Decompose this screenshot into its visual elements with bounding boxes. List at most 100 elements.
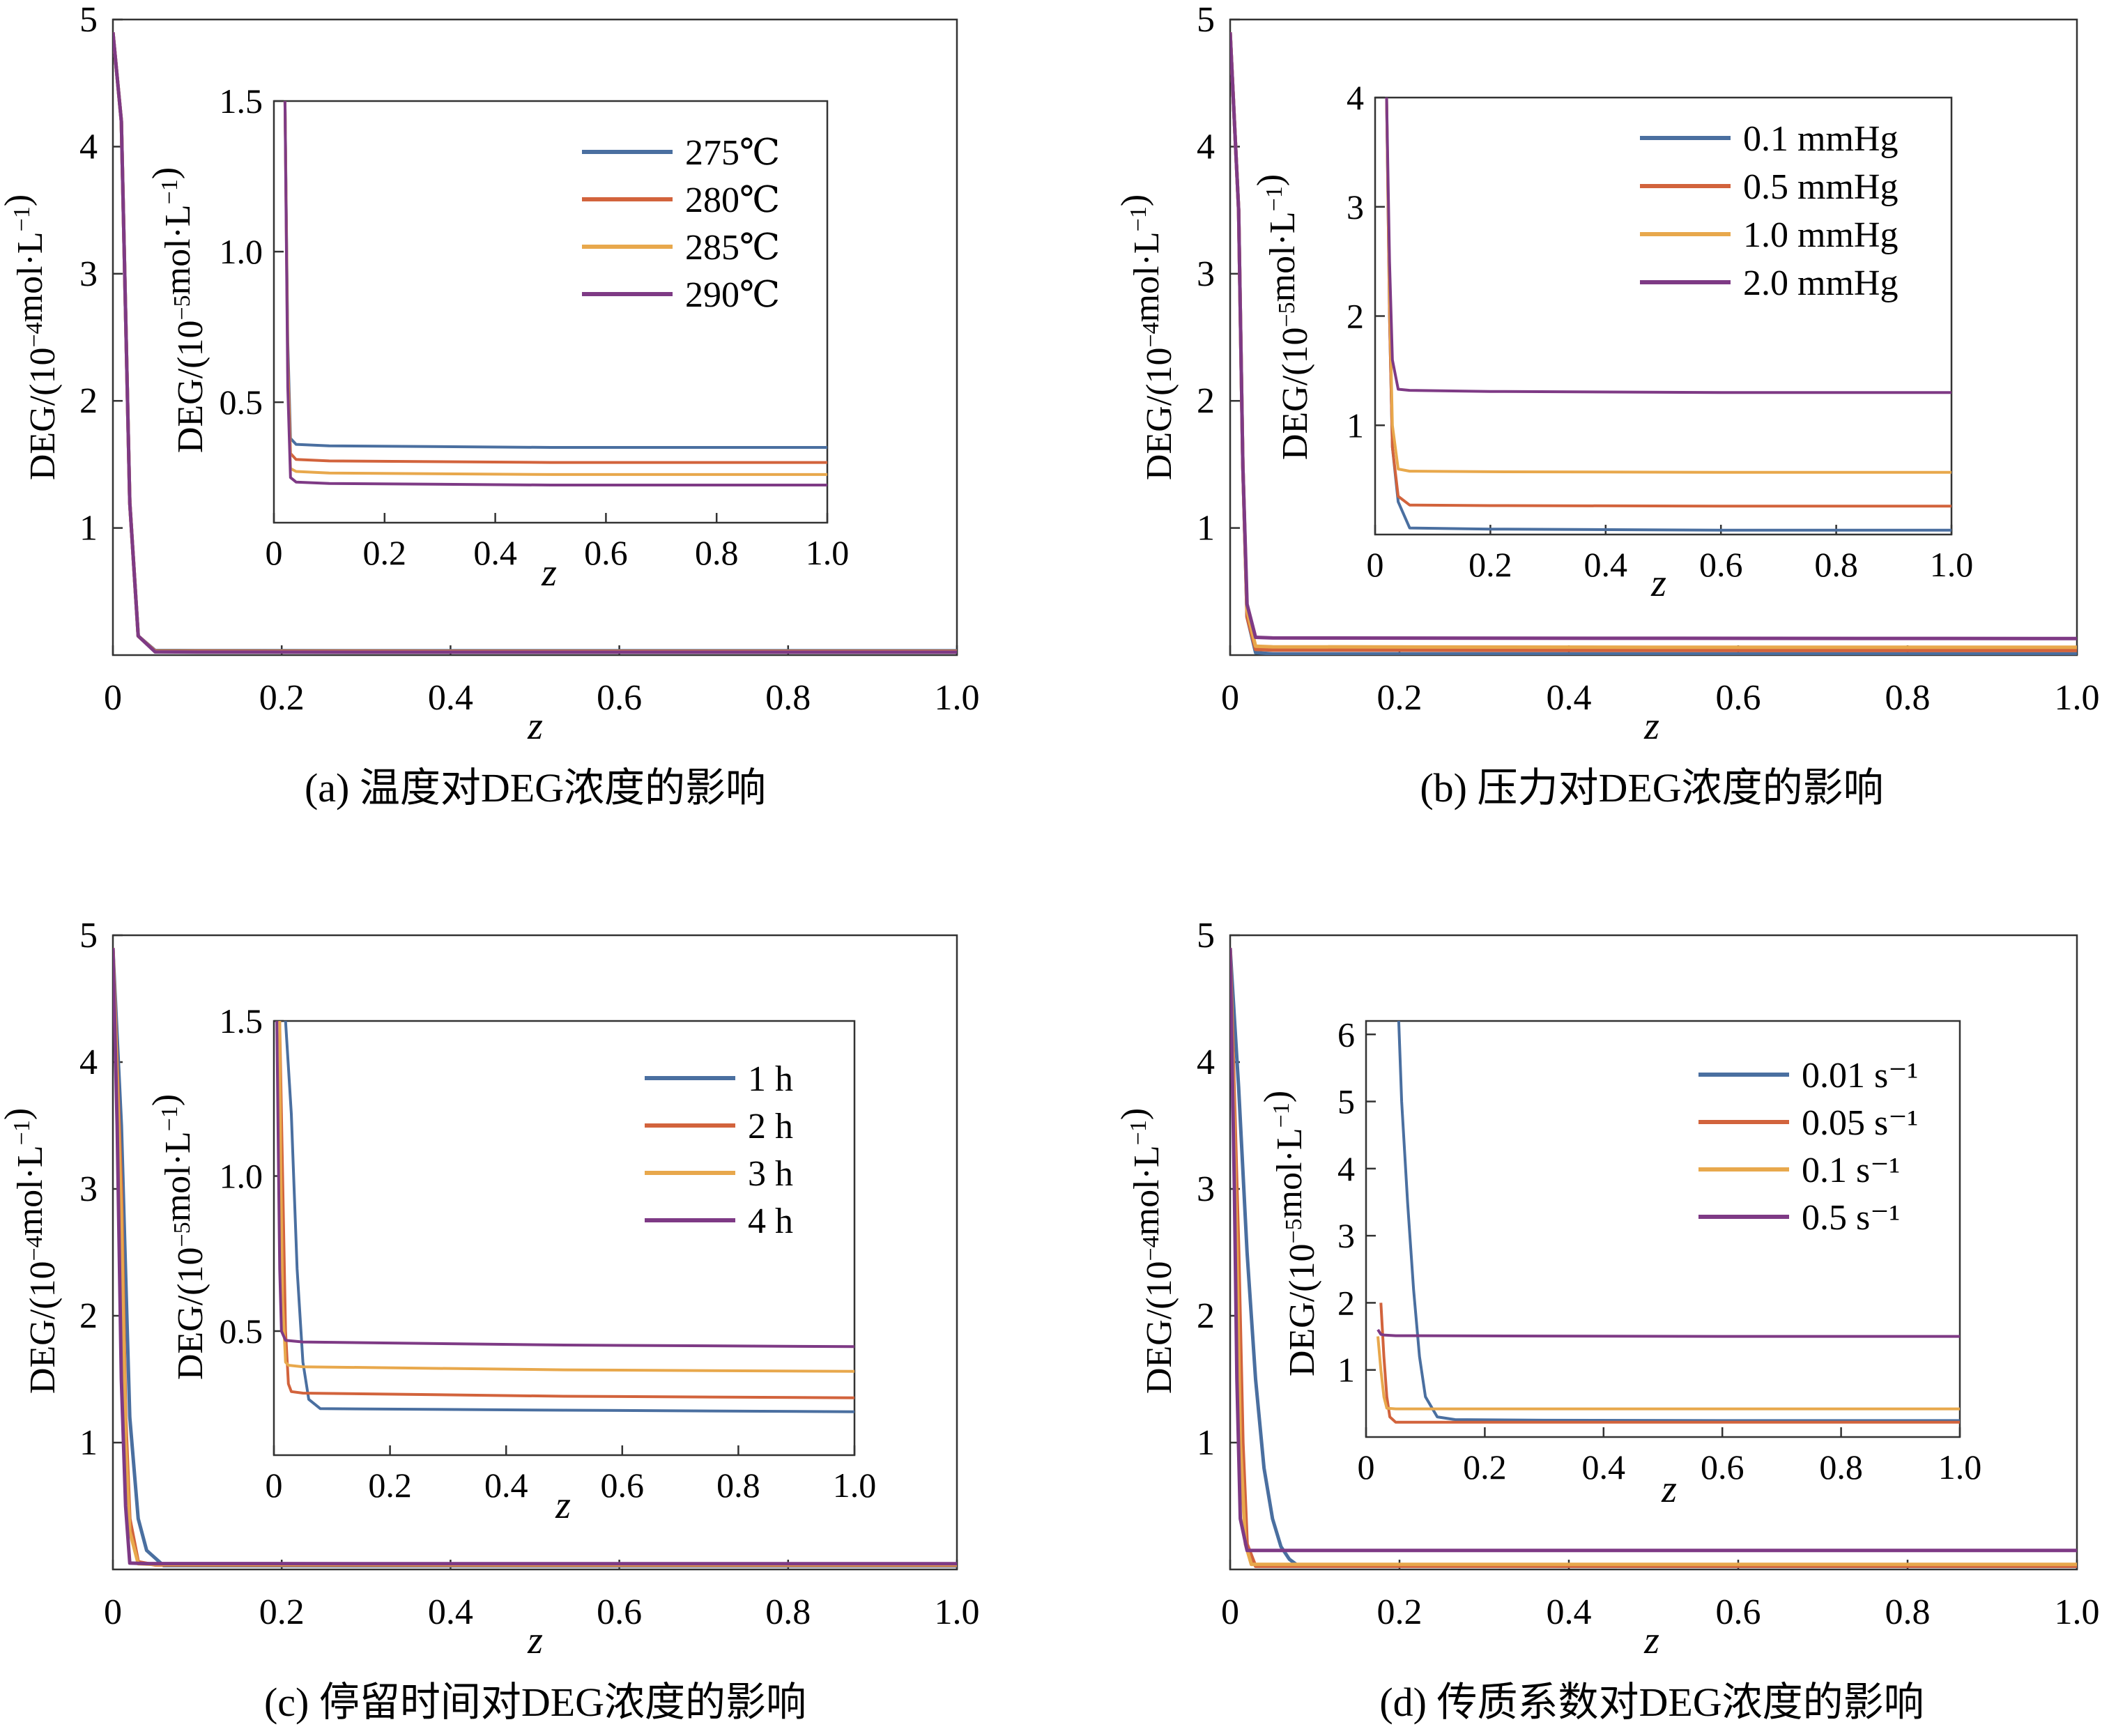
main-ylabel-2: DEG/(10−4mol·L−1) [0,1108,63,1394]
main-1-xtick-label: 0.2 [1377,678,1422,718]
inset-3-xtick-label: 1.0 [1938,1447,1982,1487]
inset-3-series-line-0 [1397,1021,1960,1422]
inset-3-frame [1365,1020,1961,1438]
inset-2-xtick-label: 0.8 [716,1466,760,1505]
legend-2: 1 h 2 h 3 h 4 h [645,1059,793,1241]
inset-0-xtick-label: 0.8 [695,533,739,572]
legend-3: 0.01 s⁻¹ 0.05 s⁻¹ 0.1 s⁻¹ 0.5 s⁻¹ [1698,1056,1918,1238]
inset-3-xtick-label: 0.4 [1582,1447,1626,1487]
inset-3-xtick-label: 0.8 [1819,1447,1863,1487]
inset-2-series-line-1 [278,1021,854,1399]
main-0-xtick-label: 0.2 [259,678,305,718]
legend-entry-0: 1 h [748,1059,793,1099]
inset-2-series-line-3 [275,1021,854,1349]
chart-panel-2: 0 0.2 0.4 0.6 0.8 1.012345DEG/(10−4mol·L−1)z0… [0,916,980,1725]
panel-caption-0: (a) 温度对DEG浓度的影响 [305,765,766,811]
inset-xlabel-2: z [555,1484,571,1527]
main-2-xtick-label: 0.4 [428,1592,473,1632]
inset-0-xtick-label: 0.4 [473,533,517,572]
legend-entry-1: 280℃ [685,180,780,220]
inset-2-xtick-label: 1.0 [833,1466,877,1505]
main-0-ytick-label: 1 [79,509,98,548]
main-0-xtick-label: 1.0 [935,678,980,718]
inset-ylabel-0: DEG/(10−5mol·L−1) [146,167,210,453]
main-2-xtick-label: 0.6 [597,1592,642,1632]
main-0-ytick-label: 4 [79,127,98,167]
main-2-ytick-label: 5 [79,916,98,955]
legend-entry-2: 3 h [748,1154,793,1194]
main-1-xtick-label: 0.4 [1547,678,1592,718]
inset-3-xtick-label: 0 [1358,1447,1375,1487]
inset-0-ytick-label: 0.5 [220,383,263,422]
inset-3-ytick-label: 3 [1337,1216,1355,1255]
main-ylabel-0: DEG/(10−4mol·L−1) [0,194,63,480]
main-ylabel-1: DEG/(10−4mol·L−1) [1114,194,1179,480]
inset-2-ytick-label: 0.5 [220,1312,263,1351]
main-1-xtick-label: 1.0 [2055,678,2100,718]
inset-ylabel-2: DEG/(10−5mol·L−1) [146,1094,210,1380]
inset-1-frame [1374,96,1953,536]
legend-entry-3: 290℃ [685,275,780,315]
inset-3-ytick-label: 6 [1337,1015,1355,1054]
inset-3-ytick-label: 4 [1337,1149,1355,1188]
main-0-xtick-label: 0.8 [765,678,811,718]
legend-entry-2: 1.0 mmHg [1743,215,1898,255]
main-xlabel-1: z [1643,705,1659,748]
legend-entry-0: 275℃ [685,133,780,173]
inset-1-ytick-label: 2 [1347,297,1364,336]
main-3-xtick-label: 0 [1221,1592,1239,1632]
inset-0-ytick-label: 1.5 [220,82,263,121]
legend-entry-1: 0.5 mmHg [1743,167,1898,207]
inset-0-series-line-3 [283,101,827,486]
inset-1-xtick-label: 1.0 [1930,545,1974,584]
legend-entry-3: 0.5 s⁻¹ [1802,1198,1900,1238]
inset-0-xtick-label: 1.0 [806,533,850,572]
main-3-xtick-label: 0.6 [1716,1592,1761,1632]
inset-0-xtick-label: 0.2 [363,533,407,572]
main-3-xtick-label: 0.8 [1885,1592,1931,1632]
legend-1: 0.1 mmHg 0.5 mmHg 1.0 mmHg 2.0 mmHg [1640,119,1898,303]
inset-0-frame [273,100,829,524]
inset-3-series-line-3 [1376,1328,1960,1338]
main-0-xtick-label: 0.4 [428,678,473,718]
main-3-ytick-label: 5 [1197,916,1215,955]
main-2-xtick-label: 1.0 [935,1592,980,1632]
main-3-ytick-label: 4 [1197,1043,1215,1082]
main-2-ytick-label: 2 [79,1296,98,1336]
main-2-xtick-label: 0 [104,1592,122,1632]
legend-entry-3: 2.0 mmHg [1743,263,1898,303]
inset-0-ytick-label: 1.0 [220,232,263,271]
main-1-xtick-label: 0.8 [1885,678,1931,718]
main-2-ytick-label: 4 [79,1043,98,1082]
inset-3-xtick-label: 0.6 [1701,1447,1744,1487]
main-3-ytick-label: 1 [1197,1423,1215,1463]
main-xlabel-0: z [527,705,543,748]
main-0-xtick-label: 0.6 [597,678,642,718]
inset-1-xtick-label: 0.4 [1584,545,1628,584]
inset-2-ytick-label: 1.0 [220,1157,263,1196]
inset-xlabel-1: z [1650,562,1666,605]
inset-3-ytick-label: 2 [1337,1283,1355,1322]
chart-panel-0: 0 0.2 0.4 0.6 0.8 1.012345DEG/(10−4mol·L−1)z0… [0,0,980,811]
legend-entry-2: 285℃ [685,228,780,268]
main-3-series-line-3 [1230,948,2077,1553]
main-0-ytick-label: 5 [79,0,98,40]
main-1-ytick-label: 3 [1197,254,1215,294]
legend-0: 275℃ 280℃ 285℃ 290℃ [582,133,780,315]
main-3-xtick-label: 1.0 [2055,1592,2100,1632]
main-2-xtick-label: 0.8 [765,1592,811,1632]
chart-panel-3: 0 0.2 0.4 0.6 0.8 1.012345DEG/(10−4mol·L−1)z0… [1114,916,2100,1725]
main-xlabel-2: z [527,1619,543,1662]
main-0-xtick-label: 0 [104,678,122,718]
main-0-ytick-label: 3 [79,254,98,294]
inset-xlabel-3: z [1661,1468,1677,1511]
main-3-xtick-label: 0.4 [1547,1592,1592,1632]
inset-2-frame [273,1020,856,1457]
inset-0-xtick-label: 0 [266,533,283,572]
inset-1-xtick-label: 0 [1367,545,1384,584]
main-1-ytick-label: 4 [1197,127,1215,167]
main-1-xtick-label: 0 [1221,678,1239,718]
legend-entry-2: 0.1 s⁻¹ [1802,1151,1900,1190]
inset-2-xtick-label: 0.6 [601,1466,645,1505]
